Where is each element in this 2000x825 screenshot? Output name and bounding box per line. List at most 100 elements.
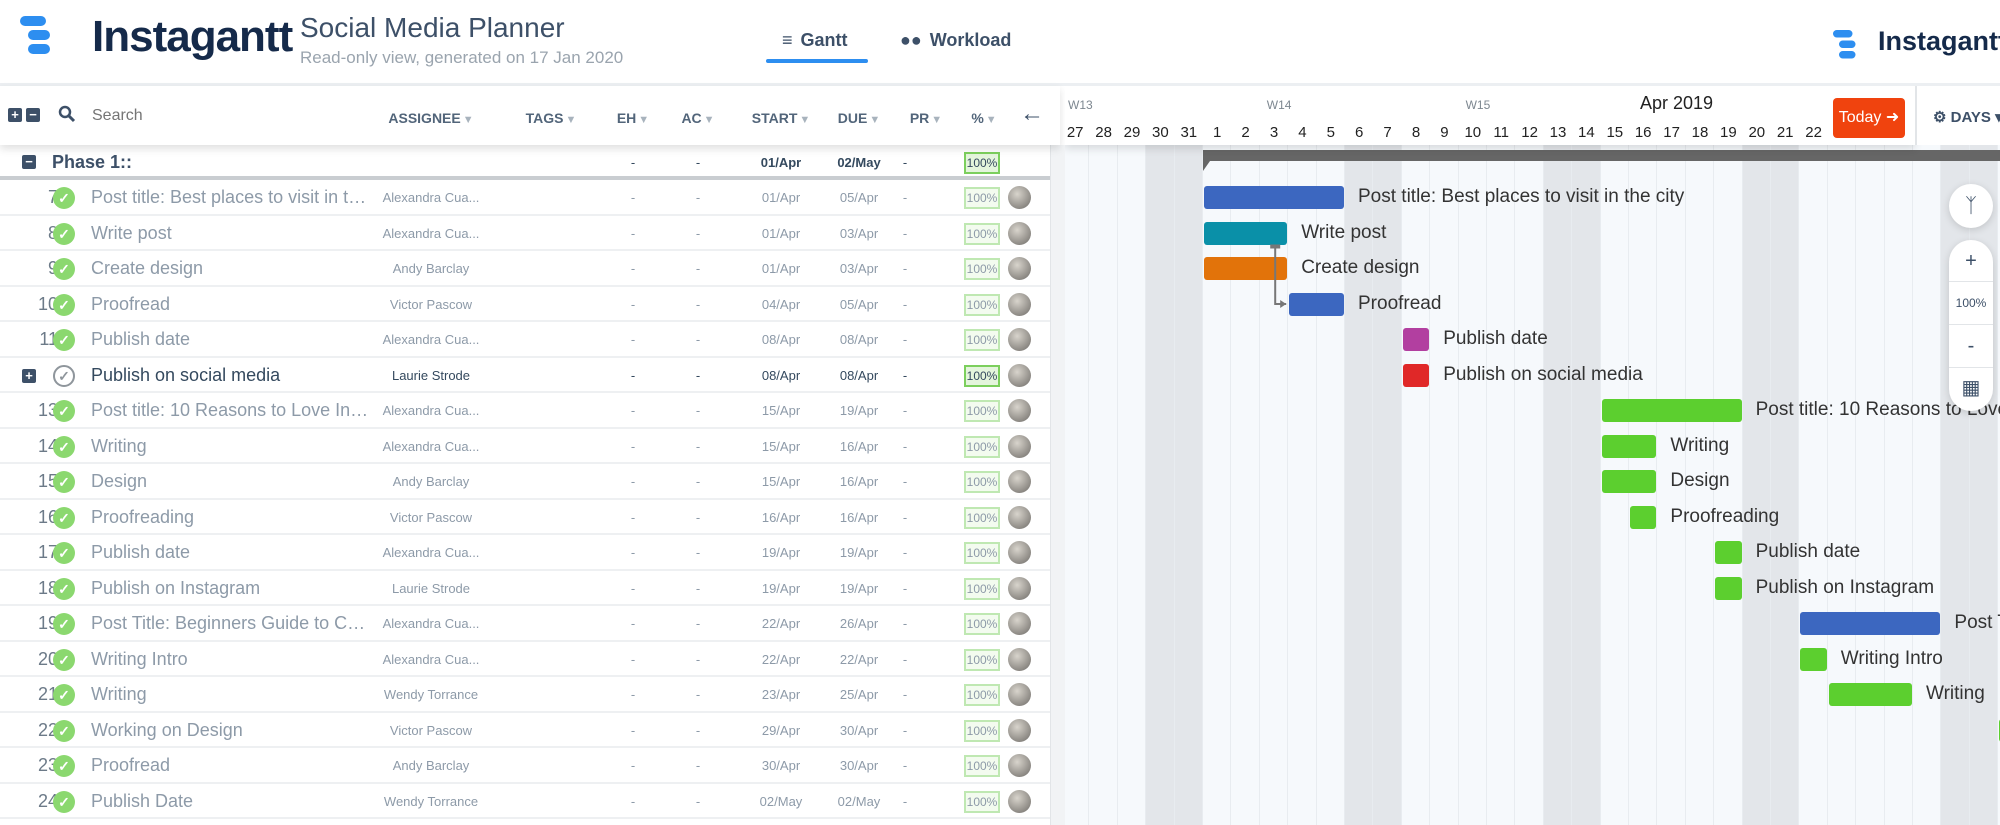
task-name[interactable]: Proofreading (91, 506, 195, 527)
task-name[interactable]: Post title: Best places to visit in the … (91, 187, 371, 207)
completed-check-icon[interactable]: ✓ (53, 293, 75, 316)
task-name[interactable]: Working on Design (91, 719, 243, 740)
column-header-start[interactable]: START ▼ (751, 110, 811, 126)
completed-check-icon[interactable]: ✓ (53, 506, 75, 529)
task-bar[interactable] (1630, 505, 1657, 529)
incomplete-check-icon[interactable]: ✓ (53, 364, 75, 387)
phase-row[interactable]: − Phase 1:: - - 01/Apr 02/May - 100% (0, 145, 1050, 180)
task-bar[interactable] (1289, 292, 1344, 316)
avatar (1008, 257, 1031, 280)
task-name[interactable]: Writing (91, 435, 147, 456)
collapse-phase-button[interactable]: − (22, 155, 36, 169)
completed-check-icon[interactable]: ✓ (53, 222, 75, 245)
phase-summary-bar[interactable] (1203, 150, 2000, 161)
task-row[interactable]: 8✓ Write post Alexandra Cua... - - 01/Apr 03/A… (0, 216, 1050, 251)
collapse-panel-arrow-icon[interactable]: ← (1020, 100, 1044, 127)
column-header-pr[interactable]: PR ▼ (909, 110, 943, 126)
task-bar[interactable] (1601, 434, 1657, 458)
expand-subtasks-button[interactable]: + (22, 368, 36, 383)
task-name[interactable]: Publish date (91, 542, 191, 562)
task-bar-label: Post Title: Beginners Guide to Content (1954, 612, 2000, 633)
task-row[interactable]: 24 ✓ Publish Date Wendy Torrance - - 02/May 02/… (0, 784, 1050, 819)
column-header-eh[interactable]: EH ▼ (616, 110, 650, 126)
completed-check-icon[interactable]: ✓ (53, 613, 75, 635)
zoom-out-button[interactable]: - (1949, 325, 1993, 368)
completed-check-icon[interactable]: ✓ (53, 648, 75, 671)
task-row[interactable]: 13✓ Post title: 10 Reasons to Love Instag… (0, 393, 1050, 429)
expand-all-button[interactable]: + (8, 108, 22, 122)
task-bar[interactable] (1800, 647, 1827, 671)
tab-workload[interactable]: ●● Workload (900, 30, 1012, 50)
task-name[interactable]: Post Title: Beginners Guide to Content (91, 613, 371, 633)
task-bar[interactable] (1800, 612, 1941, 635)
task-bar[interactable] (1715, 541, 1742, 564)
task-row[interactable]: 9✓ Create design Andy Barclay - - 01/Apr 03/Ap… (0, 251, 1050, 287)
task-name[interactable]: Publish on social media (91, 364, 281, 385)
task-name[interactable]: Writing Intro (91, 648, 188, 669)
task-bar[interactable] (1828, 683, 1912, 706)
task-row[interactable]: 11 ✓ Publish date Alexandra Cua... - -08/Apr 0… (0, 322, 1050, 358)
scale-dropdown[interactable]: ⚙ DAYS ▾ (1915, 86, 2000, 145)
task-row[interactable]: 17 ✓ Publish date Alexandra Cua... - - 19/Apr 1… (0, 535, 1050, 571)
task-name[interactable]: Proofread (91, 293, 171, 314)
completed-check-icon[interactable]: ✓ (53, 258, 75, 280)
completed-check-icon[interactable]: ✓ (53, 187, 75, 209)
task-row[interactable]: 22 ✓ Working on Design Victor Pascow - - 29/Ap… (0, 713, 1050, 748)
task-name[interactable]: Design (91, 471, 148, 491)
task-row[interactable]: 14 ✓ Writing Alexandra Cua... - - 15/Apr 16/Apr… (0, 429, 1050, 464)
column-header-due[interactable]: DUE ▼ (837, 110, 881, 126)
completed-check-icon[interactable]: ✓ (53, 471, 75, 493)
task-bar[interactable] (1601, 399, 1742, 422)
zoom-in-button[interactable]: + (1949, 240, 1993, 282)
task-bar[interactable] (1402, 328, 1430, 351)
filter-icon: ▼ (703, 114, 715, 126)
search-input[interactable] (92, 104, 212, 128)
completed-check-icon[interactable]: ✓ (53, 684, 75, 706)
task-assignee: Victor Pascow (389, 509, 473, 525)
task-name[interactable]: Publish Date (91, 790, 194, 811)
task-row[interactable]: + ✓ Publish on social media Laurie Strode - -… (0, 358, 1050, 393)
task-bar[interactable] (1402, 363, 1430, 387)
completed-check-icon[interactable]: ✓ (53, 542, 75, 564)
collapse-all-button[interactable]: − (26, 108, 40, 122)
task-row[interactable]: 10 ✓ Proofread Victor Pascow - - 04/Apr 05/Apr -… (0, 287, 1050, 322)
task-name[interactable]: Create design (91, 258, 204, 278)
task-name[interactable]: Write post (91, 222, 172, 243)
task-name[interactable]: Publish date (91, 329, 191, 349)
column-header-tags[interactable]: TAGS ▼ (525, 110, 577, 126)
task-row[interactable]: 21 ✓ Writing Wendy Torrance - - 23/Apr 25/Apr - 1… (0, 677, 1050, 713)
today-button[interactable]: Today ➜ (1833, 98, 1905, 138)
tab-gantt[interactable]: ≡ Gantt (782, 30, 848, 50)
task-row[interactable]: 23 ✓ Proofread Andy Barclay - - 30/Apr 30/Apr - 1… (0, 748, 1050, 784)
task-row[interactable]: 18 ✓ Publish on Instagram Laurie Strode - - 19… (0, 571, 1050, 606)
completed-check-icon[interactable]: ✓ (53, 719, 75, 742)
column-header-assignee[interactable]: ASSIGNEE ▼ (388, 110, 474, 126)
column-header-percent[interactable]: % ▼ (971, 110, 997, 126)
task-name[interactable]: Proofread (91, 755, 171, 775)
task-bar[interactable] (1204, 221, 1288, 245)
task-bar[interactable] (1715, 576, 1742, 600)
task-row[interactable]: 16 ✓ Proofreading Victor Pascow - - 16/Apr 16/A… (0, 500, 1050, 535)
completed-check-icon[interactable]: ✓ (53, 790, 75, 813)
task-name[interactable]: Post title: 10 Reasons to Love Instagram (91, 400, 371, 420)
task-bar[interactable] (1601, 470, 1657, 493)
task-row[interactable]: 20 ✓ Writing Intro Alexandra Cua... - - 22/Apr… (0, 642, 1050, 677)
dependencies-button[interactable]: ᛉ (1949, 184, 1993, 228)
completed-check-icon[interactable]: ✓ (53, 400, 75, 422)
task-row[interactable]: 15 ✓ Design Andy Barclay - - 15/Apr 16/Apr - 100% (0, 464, 1050, 500)
task-name[interactable]: Publish on Instagram (91, 577, 261, 598)
completed-check-icon[interactable]: ✓ (53, 435, 75, 458)
task-name[interactable]: Writing (91, 684, 147, 704)
column-header-ac[interactable]: AC ▼ (681, 110, 715, 126)
completed-check-icon[interactable]: ✓ (53, 755, 75, 777)
pane-splitter[interactable] (1050, 145, 1065, 825)
task-pr: - (902, 509, 908, 525)
task-start: 19/Apr (761, 545, 801, 560)
task-row[interactable]: 19 ✓ Post Title: Beginners Guide to Conten… (0, 606, 1050, 642)
task-bar[interactable] (1204, 257, 1288, 280)
task-bar[interactable] (1204, 186, 1344, 209)
task-row[interactable]: 7✓ Post title: Best places to visit in th… (0, 180, 1050, 216)
completed-check-icon[interactable]: ✓ (53, 329, 75, 351)
completed-check-icon[interactable]: ✓ (53, 577, 75, 600)
map-icon[interactable]: ▦ (1961, 377, 1981, 399)
